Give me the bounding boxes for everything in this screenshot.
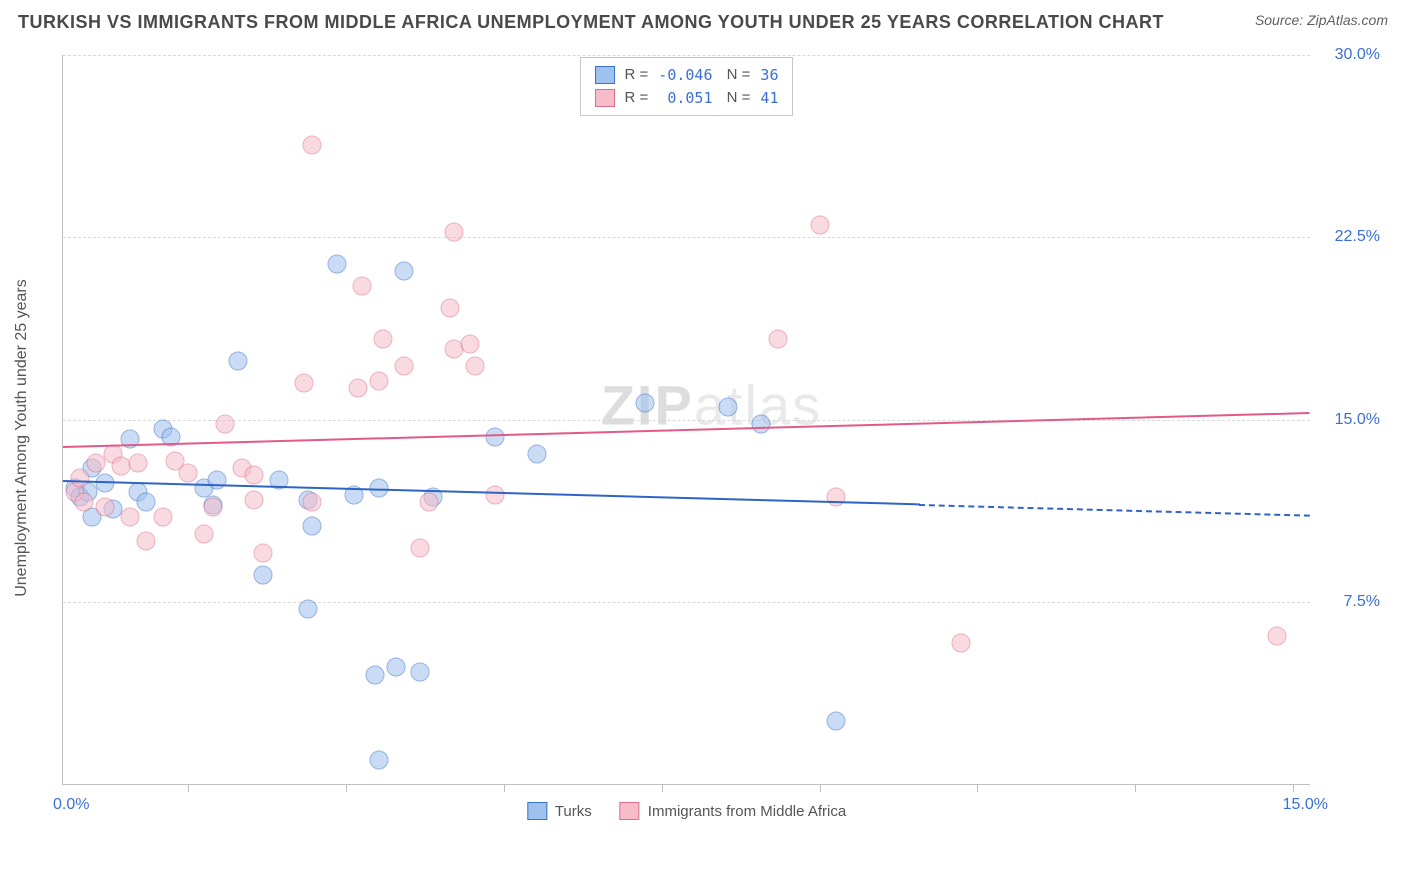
y-axis-tick-label: 15.0%: [1335, 411, 1380, 429]
stat-label-r: R =: [625, 87, 649, 110]
scatter-point: [460, 335, 479, 354]
scatter-point: [394, 357, 413, 376]
legend-stats-row: R = -0.046 N = 36: [595, 64, 779, 87]
gridline: [63, 420, 1310, 421]
scatter-point: [70, 468, 89, 487]
scatter-point: [810, 216, 829, 235]
scatter-point: [245, 490, 264, 509]
scatter-point: [486, 427, 505, 446]
scatter-point: [95, 497, 114, 516]
x-axis-tick: [1135, 784, 1136, 792]
scatter-point: [444, 223, 463, 242]
y-axis-label: Unemployment Among Youth under 25 years: [13, 279, 31, 597]
scatter-point: [295, 374, 314, 393]
scatter-point: [153, 507, 172, 526]
x-axis-tick: [1293, 784, 1294, 792]
stat-label-r: R =: [625, 64, 649, 87]
y-axis-tick-label: 7.5%: [1344, 593, 1380, 611]
scatter-point: [245, 466, 264, 485]
scatter-point: [228, 352, 247, 371]
legend-swatch-series-2: [620, 802, 640, 820]
legend-series: Turks Immigrants from Middle Africa: [527, 802, 846, 820]
chart-title: TURKISH VS IMMIGRANTS FROM MIDDLE AFRICA…: [18, 12, 1164, 33]
scatter-point: [369, 371, 388, 390]
legend-item-1: Turks: [527, 802, 592, 820]
stat-value-r-1: -0.046: [658, 64, 712, 87]
scatter-point: [137, 493, 156, 512]
stat-value-n-2: 41: [760, 87, 778, 110]
scatter-point: [369, 750, 388, 769]
scatter-point: [207, 471, 226, 490]
scatter-point: [768, 330, 787, 349]
legend-swatch-series-1: [527, 802, 547, 820]
scatter-point: [353, 276, 372, 295]
scatter-point: [253, 566, 272, 585]
scatter-point: [419, 493, 438, 512]
scatter-point: [303, 517, 322, 536]
legend-swatch-series-1: [595, 66, 615, 84]
scatter-point: [411, 539, 430, 558]
gridline: [63, 602, 1310, 603]
scatter-point: [128, 454, 147, 473]
regression-line: [63, 412, 1310, 448]
scatter-point: [465, 357, 484, 376]
regression-line-extrapolated: [919, 504, 1310, 517]
x-axis-tick: [346, 784, 347, 792]
scatter-point: [349, 378, 368, 397]
scatter-point: [120, 507, 139, 526]
gridline: [63, 55, 1310, 56]
x-axis-tick: [820, 784, 821, 792]
x-axis-tick: [504, 784, 505, 792]
scatter-point: [74, 493, 93, 512]
header: TURKISH VS IMMIGRANTS FROM MIDDLE AFRICA…: [0, 0, 1406, 33]
scatter-point: [951, 634, 970, 653]
scatter-point: [635, 393, 654, 412]
scatter-point: [303, 135, 322, 154]
x-axis-min-label: 0.0%: [53, 796, 89, 814]
scatter-point: [411, 663, 430, 682]
scatter-point: [386, 658, 405, 677]
scatter-point: [374, 330, 393, 349]
legend-swatch-series-2: [595, 89, 615, 107]
scatter-point: [178, 463, 197, 482]
x-axis-tick: [662, 784, 663, 792]
scatter-point: [216, 415, 235, 434]
legend-label-1: Turks: [555, 803, 592, 820]
scatter-point: [328, 254, 347, 273]
chart-container: Unemployment Among Youth under 25 years …: [50, 45, 1390, 830]
scatter-point: [1267, 626, 1286, 645]
y-axis-tick-label: 22.5%: [1335, 228, 1380, 246]
scatter-point: [394, 262, 413, 281]
x-axis-tick: [188, 784, 189, 792]
source-attribution: Source: ZipAtlas.com: [1255, 12, 1388, 28]
stat-value-r-2: 0.051: [658, 87, 712, 110]
scatter-point: [299, 600, 318, 619]
scatter-point: [195, 524, 214, 543]
stat-label-n: N =: [722, 87, 750, 110]
scatter-point: [253, 544, 272, 563]
scatter-point: [365, 665, 384, 684]
legend-stats-row: R = 0.051 N = 41: [595, 87, 779, 110]
legend-stats: R = -0.046 N = 36 R = 0.051 N = 41: [580, 57, 794, 116]
legend-item-2: Immigrants from Middle Africa: [620, 802, 846, 820]
scatter-point: [440, 298, 459, 317]
scatter-point: [719, 398, 738, 417]
scatter-point: [827, 488, 846, 507]
y-axis-tick-label: 30.0%: [1335, 46, 1380, 64]
scatter-point: [827, 711, 846, 730]
scatter-point: [752, 415, 771, 434]
scatter-point: [527, 444, 546, 463]
x-axis-max-label: 15.0%: [1283, 796, 1328, 814]
stat-label-n: N =: [722, 64, 750, 87]
gridline: [63, 237, 1310, 238]
plot-area: ZIPatlas R = -0.046 N = 36 R = 0.051 N =…: [62, 55, 1310, 785]
stat-value-n-1: 36: [760, 64, 778, 87]
scatter-point: [203, 497, 222, 516]
legend-label-2: Immigrants from Middle Africa: [648, 803, 846, 820]
x-axis-tick: [977, 784, 978, 792]
scatter-point: [137, 532, 156, 551]
scatter-point: [486, 485, 505, 504]
scatter-point: [303, 493, 322, 512]
